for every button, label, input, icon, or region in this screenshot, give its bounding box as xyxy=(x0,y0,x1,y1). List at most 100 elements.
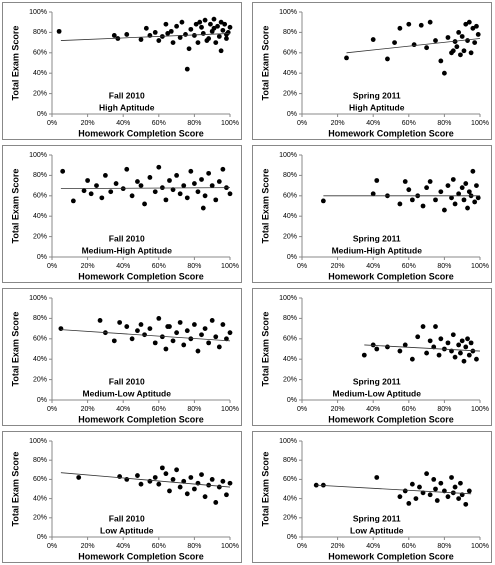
x-axis-label: Homework Completion Score xyxy=(78,551,204,561)
point xyxy=(202,17,208,23)
point xyxy=(174,330,180,336)
point xyxy=(216,344,222,350)
point xyxy=(94,183,99,188)
point xyxy=(434,498,440,503)
x-tick-label: 60% xyxy=(402,406,416,413)
point xyxy=(418,22,424,28)
y-tick-label: 80% xyxy=(283,457,297,464)
point xyxy=(224,36,229,41)
point xyxy=(135,179,140,184)
x-axis-label: Homework Completion Score xyxy=(328,414,454,424)
x-tick-label: 100% xyxy=(471,263,489,270)
x-tick-label: 20% xyxy=(81,406,95,413)
point xyxy=(475,32,481,37)
point xyxy=(402,488,408,494)
point xyxy=(474,356,479,362)
point xyxy=(181,342,187,348)
x-tick-label: 0% xyxy=(47,406,57,413)
panel-border xyxy=(252,431,492,563)
y-tick-label: 40% xyxy=(283,70,297,77)
point xyxy=(472,199,478,205)
point xyxy=(431,477,437,482)
point xyxy=(211,16,217,22)
point xyxy=(458,480,463,486)
point xyxy=(163,346,169,352)
y-tick-label: 100% xyxy=(29,438,47,445)
x-tick-label: 60% xyxy=(152,263,166,270)
point xyxy=(174,23,180,29)
x-tick-label: 100% xyxy=(471,406,489,413)
x-axis-label: Homework Completion Score xyxy=(328,551,454,561)
x-tick-label: 0% xyxy=(297,406,307,413)
point xyxy=(199,24,204,30)
x-tick-label: 100% xyxy=(471,120,489,127)
x-tick-label: 80% xyxy=(187,263,201,270)
point xyxy=(470,168,476,174)
x-tick-label: 40% xyxy=(366,263,380,270)
y-tick-label: 20% xyxy=(283,515,297,522)
x-tick-label: 80% xyxy=(187,120,201,127)
point xyxy=(216,34,222,39)
point xyxy=(409,197,415,203)
point xyxy=(456,496,462,501)
chart-panel: 0% 20% 40% 60% 80% 100% 0% 20% 40% 60% 80% 100% Home… xyxy=(2,2,242,140)
point xyxy=(466,352,472,358)
point xyxy=(188,475,194,480)
y-tick-label: 40% xyxy=(283,356,297,363)
point xyxy=(163,471,169,477)
point xyxy=(165,324,171,329)
point xyxy=(215,23,220,29)
point xyxy=(427,19,433,25)
y-tick-label: 20% xyxy=(33,90,47,97)
point xyxy=(459,338,465,344)
point xyxy=(313,482,319,488)
point xyxy=(206,170,212,176)
point xyxy=(224,32,229,37)
y-tick-label: 0% xyxy=(287,111,297,118)
x-axis-label: Homework Completion Score xyxy=(328,271,454,281)
point xyxy=(209,318,215,323)
point xyxy=(458,52,463,58)
x-tick-label: 20% xyxy=(331,406,345,413)
y-axis-label: Total Exam Score xyxy=(10,169,20,244)
point xyxy=(227,330,233,336)
point xyxy=(124,166,130,172)
point xyxy=(445,35,451,40)
point xyxy=(459,185,465,191)
point xyxy=(374,346,380,352)
y-tick-label: 20% xyxy=(33,376,47,383)
point xyxy=(159,185,165,191)
point xyxy=(438,480,444,486)
point xyxy=(174,173,180,178)
x-tick-label: 0% xyxy=(47,263,57,270)
point xyxy=(199,472,204,477)
point xyxy=(420,324,426,329)
point xyxy=(209,477,215,482)
chart-title: Spring 2011 xyxy=(353,233,401,243)
point xyxy=(463,344,469,350)
point xyxy=(213,40,219,45)
point xyxy=(156,164,162,170)
panel-border xyxy=(2,288,242,426)
trend-line xyxy=(346,38,481,54)
point xyxy=(463,501,469,507)
y-axis-label: Total Exam Score xyxy=(260,26,270,101)
point xyxy=(413,496,419,501)
y-tick-label: 0% xyxy=(37,111,47,118)
y-tick-label: 40% xyxy=(33,495,47,502)
point xyxy=(103,173,108,178)
point xyxy=(170,477,176,482)
point xyxy=(195,480,201,486)
x-tick-label: 40% xyxy=(116,406,130,413)
x-tick-label: 80% xyxy=(437,120,451,127)
point xyxy=(456,30,462,35)
point xyxy=(113,181,119,186)
point xyxy=(170,40,176,45)
point xyxy=(463,21,469,27)
point xyxy=(167,178,172,183)
x-tick-label: 40% xyxy=(366,543,380,550)
point xyxy=(438,336,444,342)
point xyxy=(88,191,94,197)
y-tick-label: 60% xyxy=(283,336,297,343)
x-tick-label: 100% xyxy=(221,263,239,270)
